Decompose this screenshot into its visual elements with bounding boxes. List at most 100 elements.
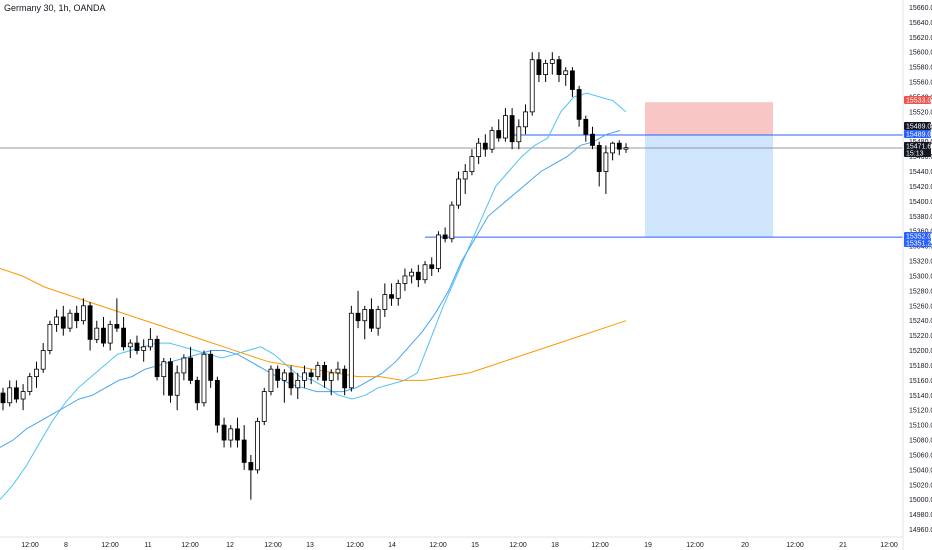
- candle-body: [188, 357, 193, 381]
- candle-body: [375, 309, 381, 329]
- candle-body: [208, 353, 214, 381]
- candle: [342, 365, 348, 396]
- candle-body: [509, 115, 515, 143]
- candle-body: [315, 365, 321, 378]
- candle: [34, 361, 39, 388]
- candle-body: [596, 145, 602, 172]
- candle: [462, 164, 468, 194]
- candle-body: [54, 316, 60, 325]
- candle-body: [369, 309, 374, 329]
- candle: [315, 361, 321, 381]
- candle: [389, 283, 394, 306]
- candle-body: [295, 379, 301, 389]
- candle: [228, 425, 234, 448]
- price-tick-label: 15560.0: [909, 80, 932, 87]
- candle-body: [101, 327, 106, 344]
- candle-body: [536, 59, 542, 75]
- price-tick-label: 15460.0: [909, 154, 932, 161]
- svg-text:15533.0: 15533.0: [906, 98, 931, 105]
- candle: [268, 365, 274, 396]
- price-label-badge: 15:13: [904, 149, 931, 158]
- candle: [382, 283, 388, 317]
- price-tick-label: 15240.0: [909, 318, 932, 325]
- candle: [255, 417, 260, 474]
- candle-body: [74, 312, 80, 322]
- candle: [235, 417, 240, 448]
- price-tick-label: 15220.0: [909, 333, 932, 340]
- candle-body: [94, 327, 100, 340]
- candle-body: [194, 379, 200, 404]
- candle-body: [415, 271, 421, 281]
- candle-body: [556, 59, 562, 75]
- candle: [429, 257, 435, 276]
- ema-fast-line: [0, 92, 627, 501]
- price-tick-label: 15080.0: [909, 438, 932, 445]
- price-label-badge: 15471.6: [904, 142, 931, 151]
- price-tick-label: 15160.0: [909, 378, 932, 385]
- time-tick-label: 11: [144, 542, 151, 549]
- candle: [328, 369, 334, 396]
- candle-body: [436, 234, 441, 269]
- candle: [436, 231, 441, 273]
- candle: [369, 298, 374, 332]
- candle: [168, 358, 173, 403]
- time-tick-label: 12:00: [509, 542, 527, 549]
- svg-text:15352.0: 15352.0: [906, 234, 931, 241]
- time-tick-label: 12:00: [786, 542, 804, 549]
- candle-body: [27, 376, 33, 392]
- candle-body: [40, 350, 46, 370]
- time-tick-label: 18: [551, 542, 559, 549]
- candle-body: [549, 59, 555, 64]
- candle: [529, 52, 535, 116]
- candle: [623, 143, 629, 153]
- candle-body: [496, 130, 502, 139]
- candle: [355, 290, 361, 329]
- candle-body: [248, 462, 254, 471]
- take-profit-zone[interactable]: [645, 134, 773, 238]
- svg-text:15351.2: 15351.2: [906, 241, 931, 248]
- candle-body: [476, 142, 482, 158]
- candle-body: [34, 368, 39, 378]
- candle: [20, 384, 26, 411]
- time-tick-label: 8: [64, 542, 68, 549]
- candle-body: [422, 264, 428, 281]
- candle: [27, 372, 33, 396]
- candle: [556, 55, 562, 83]
- candle: [610, 141, 616, 161]
- price-label-badge: 15489.0: [904, 122, 931, 131]
- candle: [308, 369, 314, 385]
- candle-body: [516, 126, 522, 143]
- time-tick-label: 12:00: [591, 542, 609, 549]
- candle: [348, 305, 354, 392]
- price-tick-label: 15060.0: [909, 452, 932, 459]
- candle-body: [335, 368, 341, 374]
- candle: [469, 149, 475, 176]
- price-tick-label: 15600.0: [909, 50, 932, 57]
- stop-loss-zone[interactable]: [645, 102, 773, 135]
- price-tick-label: 15620.0: [909, 35, 932, 42]
- candle: [67, 309, 73, 332]
- candle: [188, 346, 193, 385]
- candle: [503, 108, 508, 142]
- candle-body: [489, 130, 495, 150]
- time-tick-label: 21: [839, 542, 847, 549]
- time-tick-label: 12:00: [181, 542, 199, 549]
- candle: [456, 171, 461, 209]
- candle-body: [174, 372, 180, 396]
- candle: [121, 316, 126, 351]
- svg-text:15471.6: 15471.6: [906, 144, 931, 151]
- candle: [523, 104, 528, 135]
- candle-body: [623, 147, 629, 150]
- candle-body: [590, 133, 595, 146]
- candle: [248, 454, 254, 500]
- candle: [576, 85, 582, 127]
- price-tick-label: 15040.0: [909, 467, 932, 474]
- candle-body: [60, 316, 66, 329]
- price-tick-label: 15640.0: [909, 20, 932, 27]
- candle-body: [616, 142, 622, 150]
- candle: [590, 126, 595, 150]
- candle: [415, 264, 421, 288]
- candle: [489, 126, 495, 153]
- time-tick-label: 12:00: [264, 542, 282, 549]
